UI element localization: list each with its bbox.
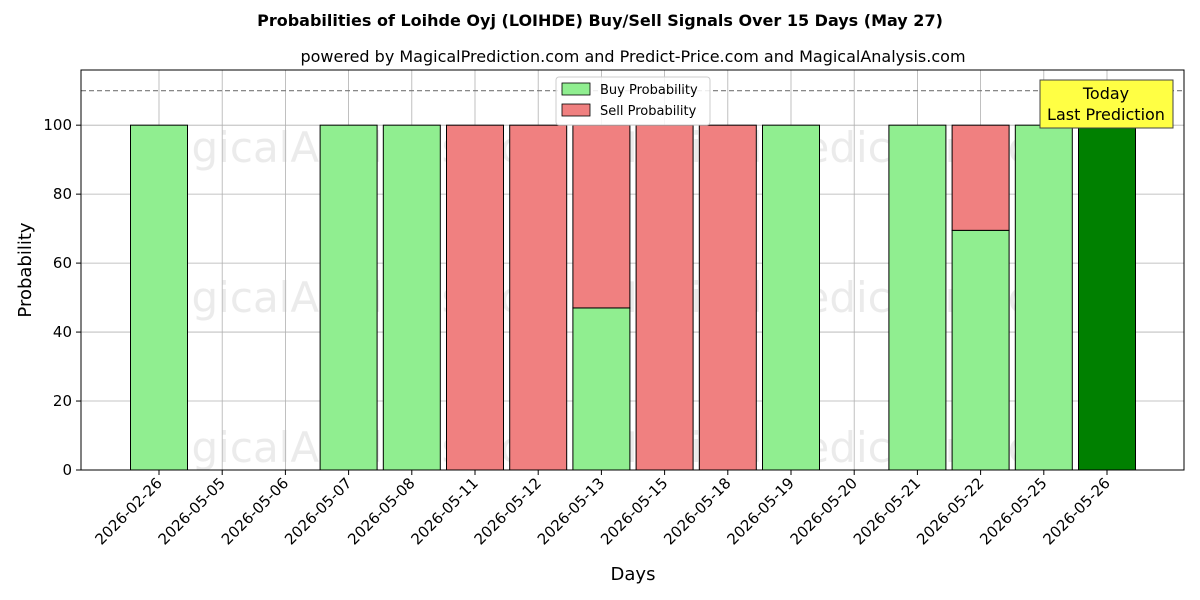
bars	[130, 124, 1136, 471]
x-tick-label: 2026-05-20	[787, 474, 861, 548]
y-tick-label: 20	[53, 392, 72, 410]
y-axis: 0 20 40 60 80 100	[43, 116, 81, 479]
bar-buy-2026-05-26	[1078, 124, 1136, 471]
annotation-box	[1039, 79, 1174, 129]
bar-buy-2026-02-26	[130, 124, 188, 471]
x-tick-label: 2026-05-21	[850, 474, 924, 548]
legend-swatch-sell	[561, 103, 591, 117]
x-tick-label: 2026-05-25	[976, 474, 1050, 548]
legend: Buy Probability Sell Probability	[555, 76, 711, 126]
y-tick-label: 100	[43, 116, 72, 134]
bar-sell-2026-05-12	[509, 124, 568, 471]
bar-sell-2026-05-13	[572, 124, 631, 309]
today-annotation: Today Last Prediction	[1039, 79, 1174, 129]
x-tick-label: 2026-05-11	[407, 474, 481, 548]
x-tick-label: 2026-05-12	[471, 474, 545, 548]
bar-buy-2026-05-07	[319, 124, 378, 471]
bar-sell-2026-05-15	[635, 124, 694, 471]
y-tick-label: 0	[62, 461, 72, 479]
x-tick-label: 2026-05-26	[1039, 474, 1113, 548]
x-tick-label: 2026-02-26	[91, 474, 165, 548]
bar-sell-2026-05-11	[446, 124, 504, 471]
bar-buy-2026-05-21	[888, 124, 947, 471]
legend-label-buy: Buy Probability	[600, 83, 698, 98]
x-tick-label: 2026-05-19	[723, 474, 797, 548]
x-tick-label: 2026-05-15	[597, 474, 671, 548]
bar-sell-2026-05-22	[951, 124, 1010, 231]
y-tick-label: 60	[53, 254, 72, 272]
bar-buy-2026-05-22	[951, 229, 1010, 471]
y-tick-label: 80	[53, 185, 72, 203]
x-axis: 2026-02-262026-05-052026-05-062026-05-07…	[91, 470, 1114, 548]
chart-title: Probabilities of Loihde Oyj (LOIHDE) Buy…	[257, 11, 943, 30]
legend-swatch-buy	[561, 82, 591, 96]
plot-frame	[80, 69, 1185, 471]
annotation-line-2: Last Prediction	[1047, 105, 1165, 124]
y-tick-label: 40	[53, 323, 72, 341]
annotation-line-1: Today	[1082, 84, 1129, 103]
x-tick-label: 2026-05-08	[344, 474, 418, 548]
x-axis-label: Days	[611, 564, 656, 585]
bar-buy-2026-05-08	[382, 124, 441, 471]
bar-sell-2026-05-18	[698, 124, 757, 471]
legend-label-sell: Sell Probability	[600, 104, 697, 119]
legend-box	[555, 76, 711, 126]
x-tick-label: 2026-05-22	[913, 474, 987, 548]
x-tick-label: 2026-05-18	[660, 474, 734, 548]
x-tick-label: 2026-05-07	[281, 474, 355, 548]
bar-buy-2026-05-13	[572, 307, 631, 471]
x-tick-label: 2026-05-05	[155, 474, 229, 548]
x-tick-label: 2026-05-13	[534, 474, 608, 548]
chart-subtitle: powered by MagicalPrediction.com and Pre…	[300, 47, 965, 66]
bar-buy-2026-05-19	[762, 124, 820, 471]
bar-buy-2026-05-25	[1014, 124, 1073, 471]
y-axis-label: Probability	[15, 222, 36, 317]
x-tick-label: 2026-05-06	[218, 474, 292, 548]
